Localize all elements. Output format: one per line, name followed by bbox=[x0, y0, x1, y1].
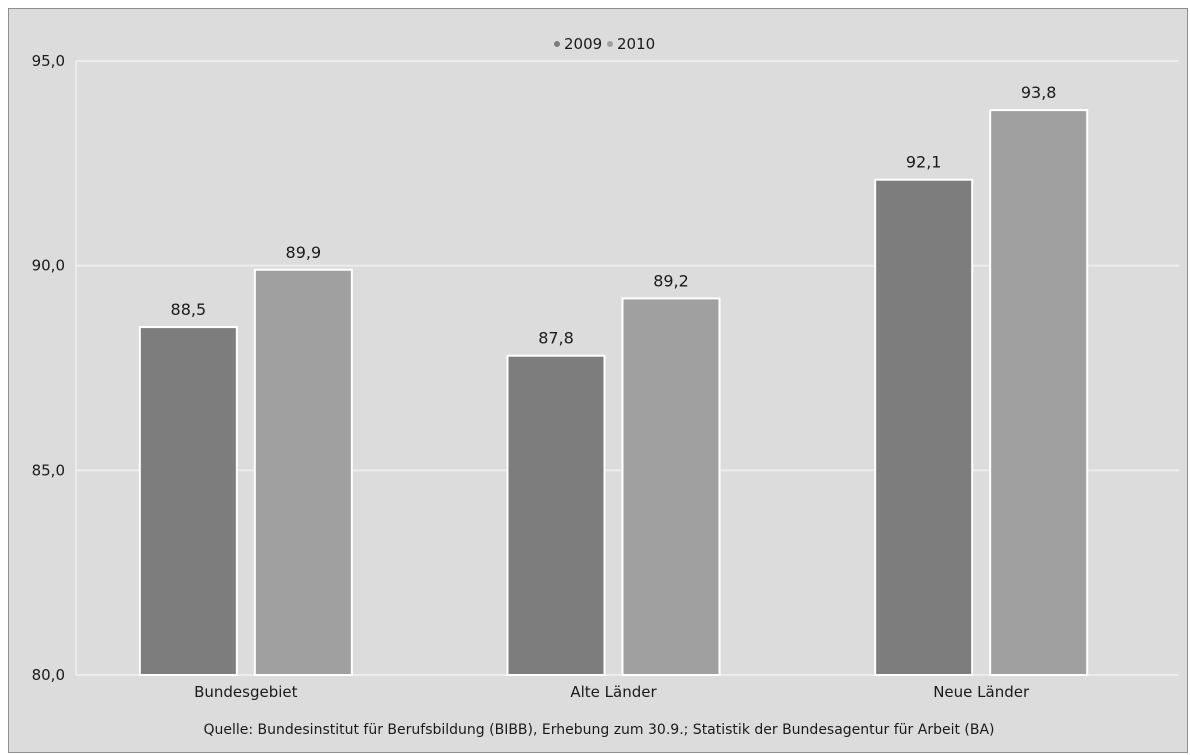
bars bbox=[138, 109, 1089, 677]
bar-chart: 80,0 85,0 90,0 95,0 88,5 89,9 87,8 89,2 92,1 93,… bbox=[32, 35, 1179, 738]
data-label: 89,9 bbox=[286, 243, 322, 262]
bar-2009-neue-länder bbox=[874, 178, 974, 676]
bar-2010-neue-länder bbox=[989, 109, 1089, 677]
bar-2010-alte-länder bbox=[621, 297, 721, 676]
legend-entry-2009: 2009 bbox=[564, 35, 602, 53]
data-label: 93,8 bbox=[1021, 83, 1057, 102]
bar-2010-bundesgebiet bbox=[253, 268, 353, 676]
bar-2009-alte-länder bbox=[506, 354, 606, 676]
source-note: Quelle: Bundesinstitut für Berufsbildung… bbox=[203, 722, 994, 738]
y-axis-tick-labels: 80,0 85,0 90,0 95,0 bbox=[32, 52, 65, 684]
chart-frame: 80,0 85,0 90,0 95,0 88,5 89,9 87,8 89,2 92,1 93,… bbox=[8, 8, 1188, 753]
y-tick-label: 85,0 bbox=[32, 461, 65, 479]
data-label: 89,2 bbox=[653, 271, 689, 290]
data-label: 92,1 bbox=[906, 153, 942, 172]
x-axis-category-labels: Bundesgebiet Alte Länder Neue Länder bbox=[194, 683, 1030, 701]
category-label: Bundesgebiet bbox=[194, 683, 298, 701]
category-label: Neue Länder bbox=[933, 683, 1030, 701]
y-tick-label: 95,0 bbox=[32, 52, 65, 70]
legend-marker-2010 bbox=[607, 41, 613, 47]
data-label: 88,5 bbox=[171, 300, 207, 319]
legend: 2009 2010 bbox=[554, 35, 655, 53]
legend-entry-2010: 2010 bbox=[617, 35, 655, 53]
data-label: 87,8 bbox=[538, 329, 574, 348]
category-label: Alte Länder bbox=[570, 683, 657, 701]
data-labels: 88,5 89,9 87,8 89,2 92,1 93,8 bbox=[171, 83, 1057, 348]
legend-marker-2009 bbox=[554, 41, 560, 47]
y-tick-label: 90,0 bbox=[32, 257, 65, 275]
y-tick-label: 80,0 bbox=[32, 666, 65, 684]
bar-2009-bundesgebiet bbox=[138, 326, 238, 676]
